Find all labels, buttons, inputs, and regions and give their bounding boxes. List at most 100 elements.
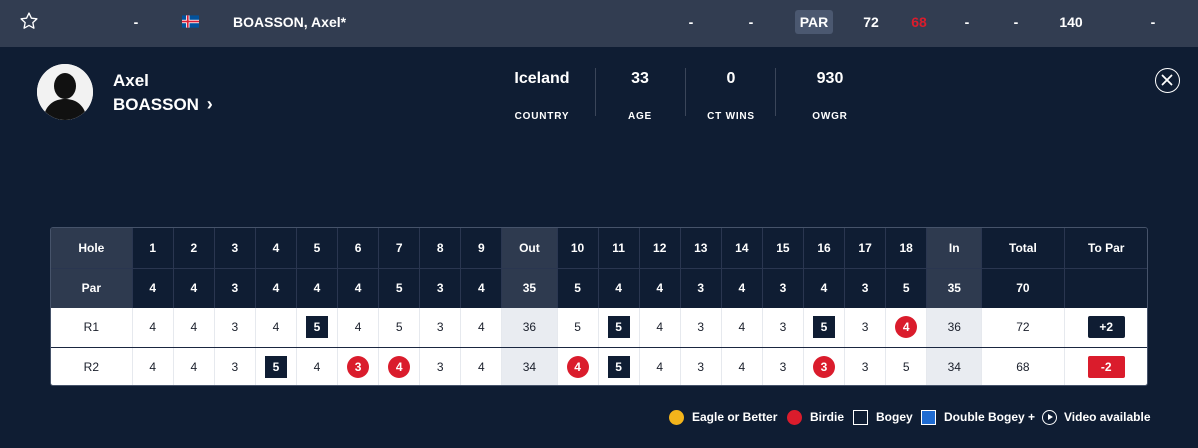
hole-score: 4 [639, 347, 681, 385]
legend-label: Video available [1064, 410, 1151, 424]
round-in: 36 [926, 308, 983, 348]
avatar [37, 64, 93, 120]
col-a-value: - [688, 14, 694, 30]
close-button[interactable] [1155, 68, 1180, 93]
hole-number: 12 [639, 228, 681, 268]
par-value: 4 [337, 267, 380, 308]
hole-number: 13 [680, 228, 722, 268]
hole-score: 4 [296, 347, 339, 385]
round-row-r2: R2 4 4 3 5 4 3 4 3 4 34 4 5 4 3 4 3 3 3 5 34 68 -2 [51, 347, 1147, 385]
double-bogey-swatch-icon [921, 409, 936, 425]
par-value: 5 [885, 267, 928, 308]
hole-score: 4 [557, 347, 599, 385]
hole-score: 4 [337, 308, 380, 348]
stat-country: Iceland COUNTRY [506, 68, 578, 122]
stat-value: Iceland [514, 70, 570, 87]
stat-value: 33 [631, 70, 649, 87]
r2-score: 68 [911, 14, 927, 30]
round-to-par: -2 [1064, 347, 1147, 385]
hole-number: 1 [132, 228, 174, 268]
par-value: 4 [173, 267, 215, 308]
stat-label: COUNTRY [514, 111, 570, 122]
round-total: 72 [981, 308, 1065, 348]
col-b-value: - [748, 14, 754, 30]
chevron-right-icon[interactable]: › [206, 94, 213, 114]
round-label: R1 [51, 308, 133, 348]
divider [685, 68, 686, 116]
round-label: R2 [51, 347, 133, 385]
position-value: - [133, 14, 139, 30]
hole-number: 6 [337, 228, 380, 268]
round-row-r1: R1 4 4 3 4 5 4 5 3 4 36 5 5 4 3 4 3 5 3 4 36 72 +2 [51, 308, 1147, 348]
player-last-name-text[interactable]: BOASSON [113, 95, 199, 114]
hole-number: 5 [296, 228, 339, 268]
to-par-label: To Par [1064, 228, 1147, 268]
hole-score: 3 [214, 308, 256, 348]
birdie-score-mark: 4 [895, 316, 918, 339]
hole-score: 3 [214, 347, 256, 385]
stat-owgr: 930 OWGR [800, 68, 860, 122]
round-total: 68 [981, 347, 1065, 385]
hole-score: 3 [803, 347, 846, 385]
stat-ct-wins: 0 CT WINS [700, 68, 762, 122]
bogey-score-mark: 5 [607, 355, 630, 378]
bogey-score-mark: 5 [306, 316, 329, 339]
par-value: 4 [296, 267, 339, 308]
to-par-badge: -2 [1087, 355, 1125, 378]
player-first-name[interactable]: Axel [113, 71, 149, 90]
hole-score: 5 [885, 347, 928, 385]
player-name-link[interactable]: BOASSON, Axel* [233, 14, 347, 30]
r4-score: - [1013, 14, 1019, 30]
close-icon[interactable] [1156, 69, 1178, 91]
eagle-swatch-icon [669, 409, 684, 425]
out-label: Out [501, 228, 558, 268]
end-value: - [1150, 14, 1156, 30]
hole-score: 3 [844, 308, 887, 348]
par-topar-empty [1064, 267, 1147, 308]
round-to-par: +2 [1064, 308, 1147, 348]
player-last-name[interactable]: BOASSON › [113, 94, 213, 115]
par-value: 4 [639, 267, 681, 308]
hole-score: 4 [639, 308, 681, 348]
hole-score: 5 [296, 308, 339, 348]
hole-score: 5 [803, 308, 846, 348]
to-par-badge: +2 [1087, 316, 1125, 339]
hole-score: 5 [598, 308, 640, 348]
scorecard-table: Hole 1 2 3 4 5 6 7 8 9 Out 10 11 12 13 1… [50, 227, 1148, 386]
legend-label: Double Bogey + [944, 410, 1036, 424]
bogey-score-mark: 5 [813, 316, 835, 339]
hole-score: 5 [557, 308, 599, 348]
stat-value: 0 [726, 70, 736, 87]
hole-number: 4 [255, 228, 297, 268]
hole-score: 3 [337, 347, 380, 385]
hole-score: 5 [378, 308, 421, 348]
hole-score: 4 [132, 347, 174, 385]
star-icon[interactable] [19, 11, 39, 31]
birdie-score-mark: 4 [388, 355, 411, 378]
in-label: In [926, 228, 983, 268]
hole-score: 3 [762, 347, 804, 385]
stat-value: 930 [816, 70, 844, 87]
hole-number: 17 [844, 228, 887, 268]
hole-score: 3 [419, 308, 462, 348]
hole-number: 7 [378, 228, 421, 268]
par-value: 3 [844, 267, 887, 308]
par-value: 4 [132, 267, 174, 308]
legend-label: Eagle or Better [692, 410, 778, 424]
hole-score: 4 [721, 347, 763, 385]
total-label: Total [981, 228, 1065, 268]
player-silhouette-icon [37, 64, 93, 120]
hole-score: 4 [885, 308, 928, 348]
round-in: 34 [926, 347, 983, 385]
par-value: 3 [214, 267, 256, 308]
stat-label: OWGR [812, 111, 848, 122]
stat-label: CT WINS [707, 111, 755, 122]
hole-number: 15 [762, 228, 804, 268]
leaderboard-row[interactable]: - BOASSON, Axel* - - PAR 72 68 - - 140 - [0, 0, 1198, 47]
hole-score: 3 [680, 347, 722, 385]
legend-double-bogey: Double Bogey + [921, 408, 1035, 426]
birdie-score-mark: 4 [566, 355, 589, 378]
legend-bogey: Bogey [853, 408, 913, 426]
par-total: 70 [981, 267, 1065, 308]
hole-score: 4 [132, 308, 174, 348]
